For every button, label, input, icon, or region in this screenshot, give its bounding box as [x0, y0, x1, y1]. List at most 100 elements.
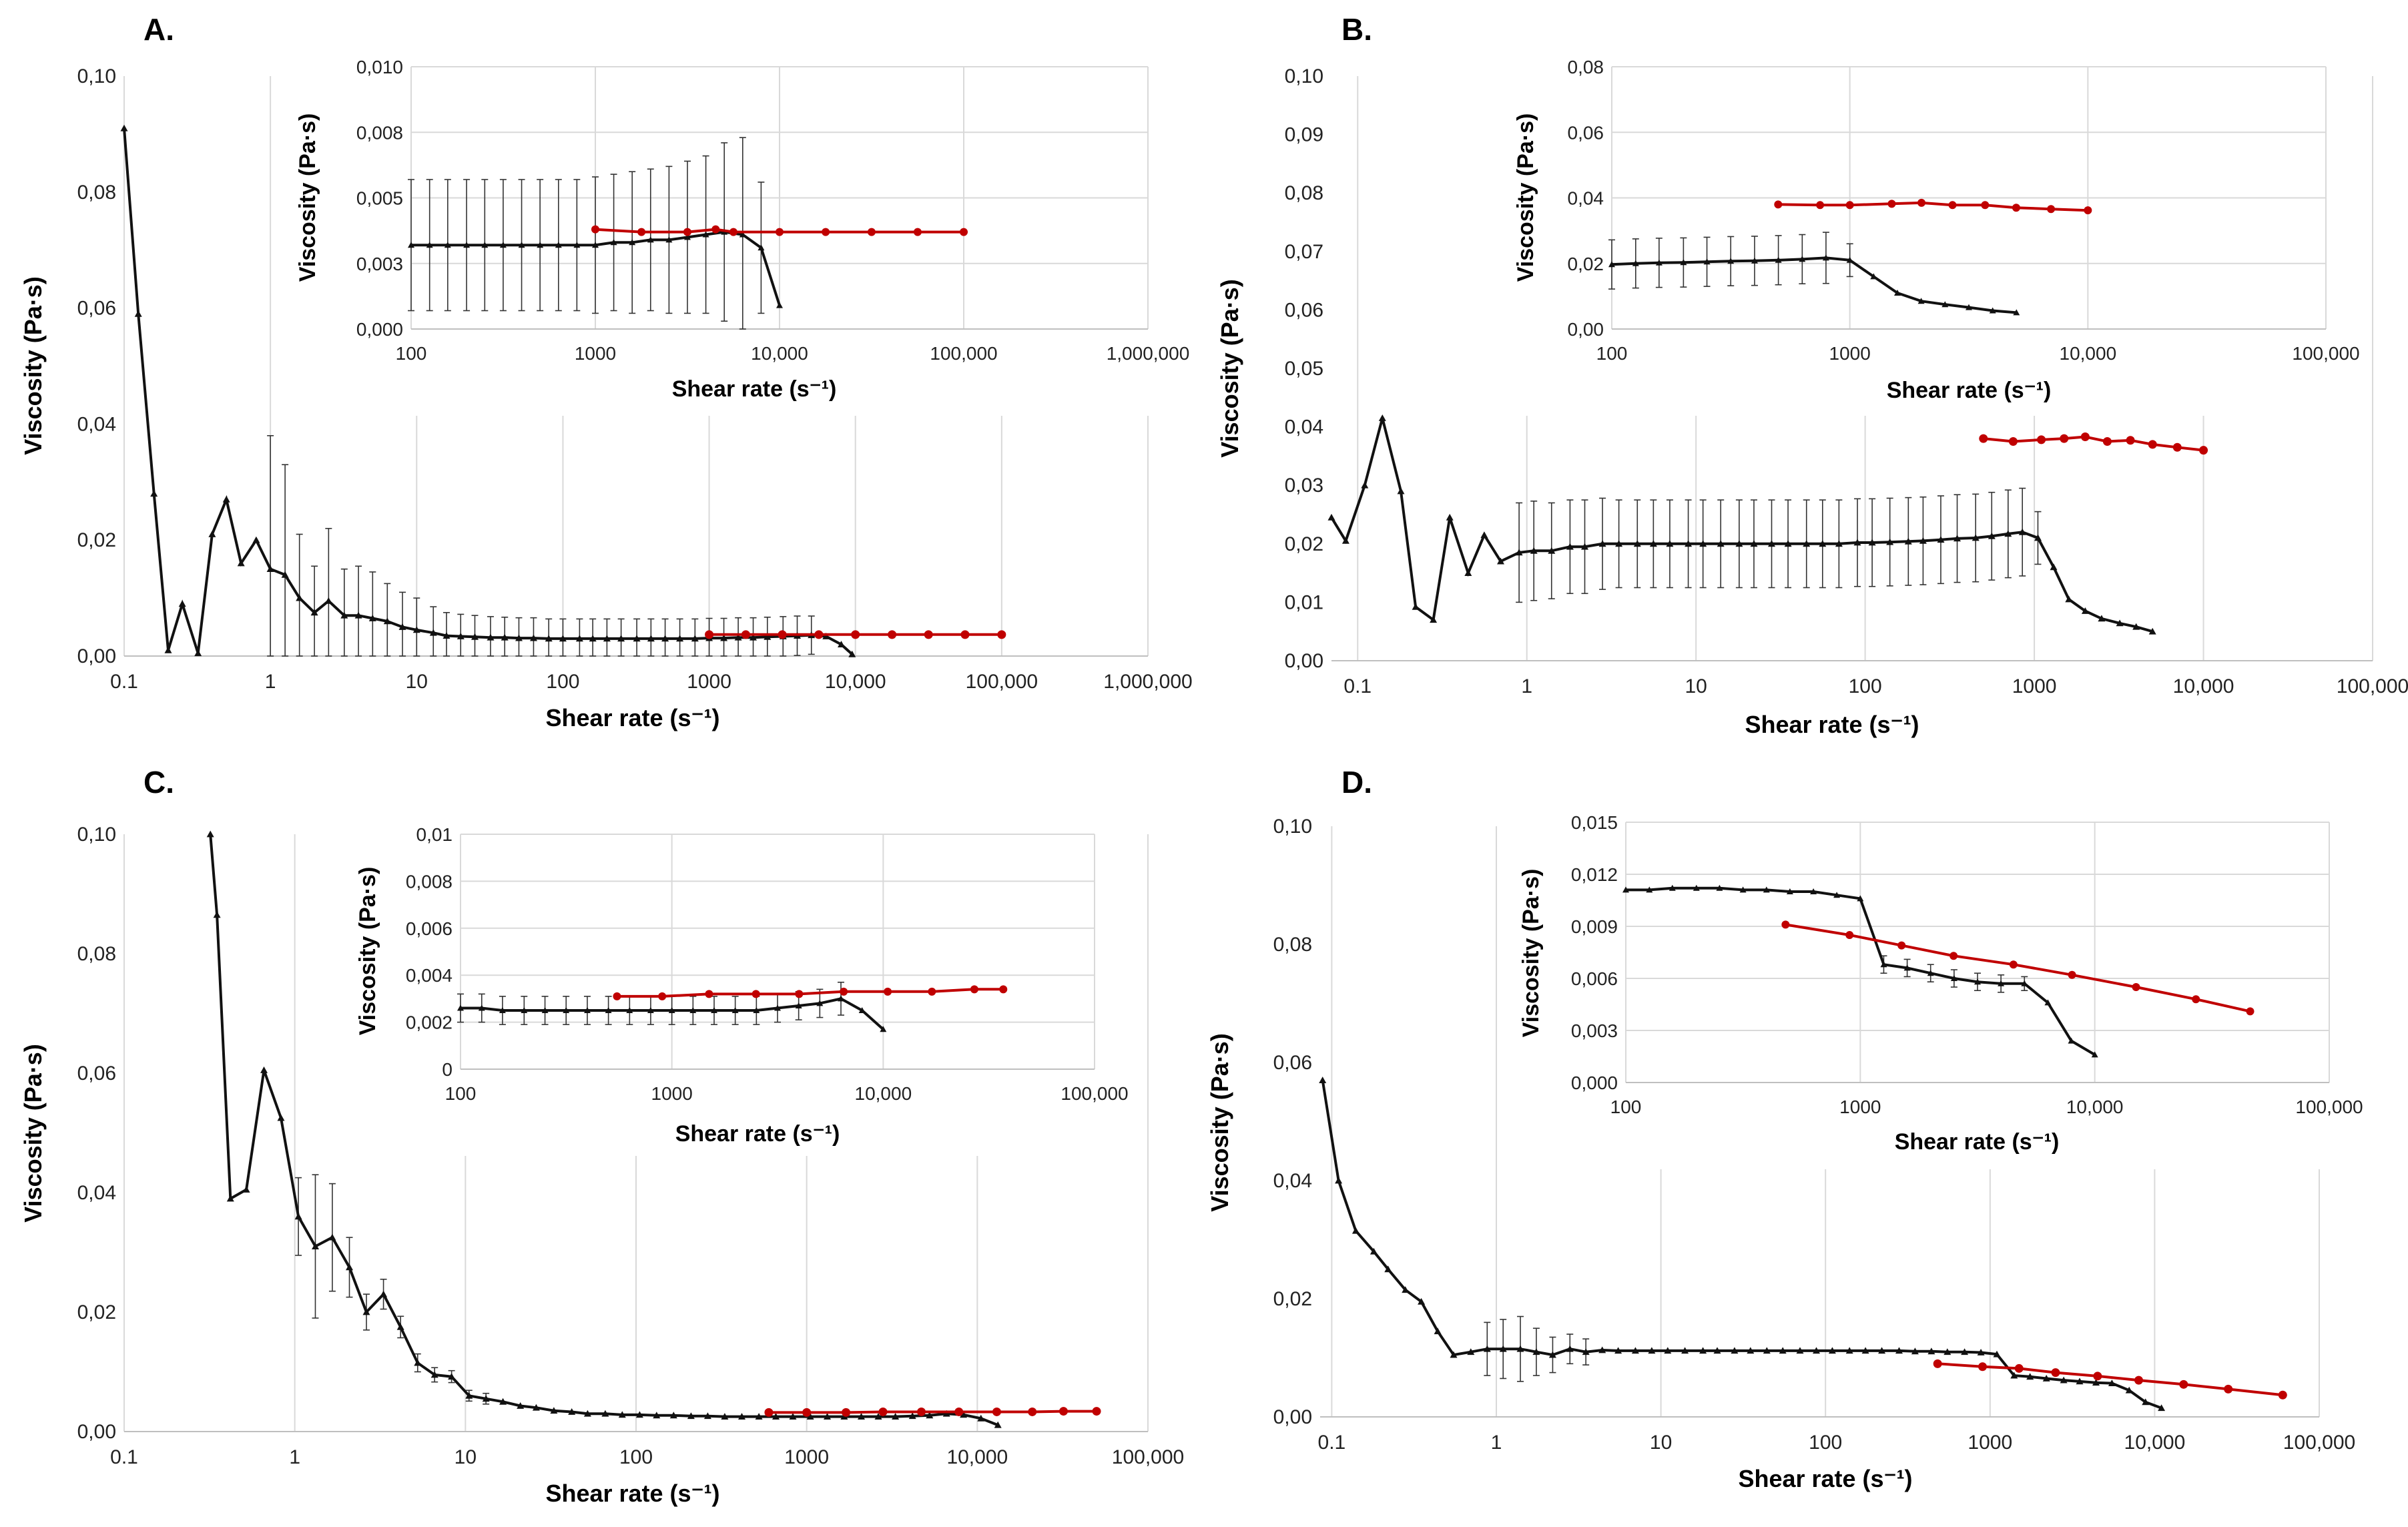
panel-b-main-red-series-point [2037, 435, 2046, 444]
panel-c-main-xtick-label: 10,000 [946, 1446, 1008, 1468]
panel-b-inset: 0,00 0,02 0,04 0,06 0,08 100 1000 10,000 100,000… [1512, 53, 2360, 416]
panel-b-inset-black-series-point [1941, 301, 1949, 308]
panel-b-main-xtick-label: 1 [1521, 675, 1532, 697]
panel-a-main-black-series-point [368, 615, 376, 621]
panel-b-main-ytick-label: 0,04 [1285, 416, 1323, 438]
panel-c-main-black-series-point [908, 1412, 916, 1420]
panel-a-inset-red-series-point [822, 228, 830, 236]
panel-b-inset-ytick-label: 0,00 [1568, 319, 1604, 340]
panel-d-inset-black-series-point [2021, 980, 2028, 986]
panel-d-main-xtick-label: 0.1 [1318, 1432, 1346, 1454]
panel-c-main-black-series-point [206, 830, 214, 838]
panel-d-inset-red-series-point [2192, 995, 2200, 1004]
panel-d-main-black-series-point [2026, 1373, 2034, 1380]
panel-b-inset-red-series-point [1845, 201, 1854, 210]
panel-d-main-ytick-label: 0,08 [1273, 934, 1312, 956]
panel-d-inset-ytick-label: 0,000 [1571, 1073, 1618, 1093]
panel-c-main-black-series-point [328, 1233, 336, 1241]
panel-d-inset-black-series-point [1693, 884, 1700, 891]
panel-a-inset-red-series-point [913, 228, 922, 236]
panel-c-main-black-series-point [260, 1066, 268, 1073]
panel-d-main-black-series-point [1895, 1347, 1903, 1354]
panel-b-main-black-series-point [1566, 543, 1574, 550]
panel-b-inset-black-series-point [1655, 259, 1663, 266]
panel-a-main-black-series-point [252, 536, 260, 543]
panel-a-inset-xtick-label: 1000 [575, 343, 616, 364]
panel-c-main-black-series-point [721, 1413, 729, 1420]
panel-b-main-black-series-point [1819, 540, 1827, 547]
panel-a-main-black-series-point [764, 633, 772, 640]
panel-b-main-black-series-point [1361, 481, 1369, 489]
panel-c-inset-red-series-point [840, 987, 848, 996]
panel-c-main-black-series-point [532, 1404, 540, 1411]
panel-a-main-black-series-point [120, 124, 128, 131]
panel-c-main-black-series-point [583, 1410, 591, 1417]
panel-a-main-black-series-point [150, 490, 158, 497]
panel-b-inset-xtick-label: 100 [1596, 343, 1628, 364]
panel-b-main-red-series-point [2080, 432, 2090, 441]
panel-d-main-black-series-point [1319, 1077, 1327, 1083]
panel-b-main-black-series-point [2081, 607, 2089, 614]
panel-c-main-red-series-point [916, 1407, 926, 1416]
panel-a-main-black-series-point [354, 611, 362, 619]
panel-c-main-black-series-point [926, 1412, 934, 1419]
panel-b-inset-black-series-point [1727, 258, 1735, 264]
panel-c-main-black-series-point [414, 1359, 422, 1366]
panel-b-main-red-series-point [2126, 436, 2135, 445]
panel-c-main-black-series-point [874, 1413, 882, 1420]
panel-c-inset-black-series-point [838, 995, 844, 1002]
panel-d-main-black-series-point [1648, 1347, 1656, 1354]
panel-b-inset-xtick-label: 1000 [1829, 343, 1871, 364]
panel-a-main-black-series-point [720, 634, 728, 641]
panel-a-main-red-series-point [997, 630, 1006, 639]
panel-b-main-black-series-point [2116, 619, 2124, 627]
panel-a-inset-black-series-point [537, 242, 544, 248]
panel-a-main-black-series-point [848, 650, 856, 657]
panel-a-inset-xtick-label: 100,000 [930, 343, 997, 364]
panel-b-inset-red-series-point [1981, 201, 1990, 210]
panel-c-main-series-layer [206, 830, 1101, 1428]
panel-a-inset-red-series-point [729, 228, 737, 236]
panel-b-main-black-series-point [1327, 513, 1335, 521]
panel-d-main-black-series-point [1763, 1347, 1771, 1354]
panel-d-label: D. [1341, 765, 1372, 800]
panel-b-inset-ytick-label: 0,04 [1568, 188, 1604, 209]
panel-b-inset-red-series-point [2084, 206, 2092, 215]
panel-d-inset-black-series-point [1716, 884, 1723, 891]
panel-a-main-red-series-point [741, 630, 750, 639]
panel-a-main-xtick-label: 1000 [687, 671, 731, 693]
panel-a-main-red-series-point [705, 630, 714, 639]
panel-c-main-black-series-point [213, 911, 221, 918]
panel-a-main-xtick-label: 1 [265, 671, 276, 693]
panel-c-inset-red-series-point [884, 987, 892, 996]
panel-a-main-black-series-point [134, 310, 142, 317]
panel-d-main-red-series-point [2134, 1376, 2144, 1385]
panel-b-main-xtick-label: 100,000 [2337, 675, 2408, 697]
panel-c-inset-black-series-point [689, 1007, 697, 1013]
panel-d-main-black-series-point [1747, 1347, 1755, 1354]
panel-c-inset-red-series-point [999, 985, 1008, 994]
panel-a-main-black-series-point [281, 571, 289, 578]
panel-c-inset: 0 0,002 0,004 0,006 0,008 0,01 100 1000 10,000 10… [355, 821, 1129, 1156]
panel-b-main-black-series-point [2018, 528, 2026, 535]
panel-b-inset-red-series-point [2012, 204, 2020, 212]
panel-c-main-black-series-point [482, 1395, 490, 1402]
panel-c-main-red-series-point [992, 1407, 1001, 1416]
panel-a-main-black-series-point [194, 649, 202, 657]
panel-b-main-yaxis-title: Viscosity (Pa·s) [1216, 279, 1243, 457]
panel-b-inset-black-series-line [1611, 256, 2017, 314]
panel-b-main-black-series-point [1598, 540, 1606, 547]
panel-d-main-black-series-point [1961, 1348, 1969, 1355]
panel-d-main-ytick-label: 0,00 [1273, 1406, 1312, 1428]
panel-c-main-red-series-point [1092, 1407, 1101, 1416]
panel-a-main-black-series-point [178, 600, 186, 607]
panel-d-main-red-series-point [2179, 1380, 2188, 1389]
panel-b-main-red-series-point [2060, 434, 2069, 443]
panel-c-main-black-series-point [669, 1412, 677, 1419]
panel-b-main-black-series-line [1330, 417, 2153, 633]
panel-c-main-black-series-point [772, 1413, 780, 1420]
panel-c-main-ytick-label: 0,04 [77, 1182, 116, 1204]
panel-d-main-ytick-label: 0,10 [1273, 816, 1312, 838]
panel-a-main-ytick-label: 0,08 [77, 182, 116, 204]
panel-c-main-red-series-point [764, 1408, 774, 1417]
